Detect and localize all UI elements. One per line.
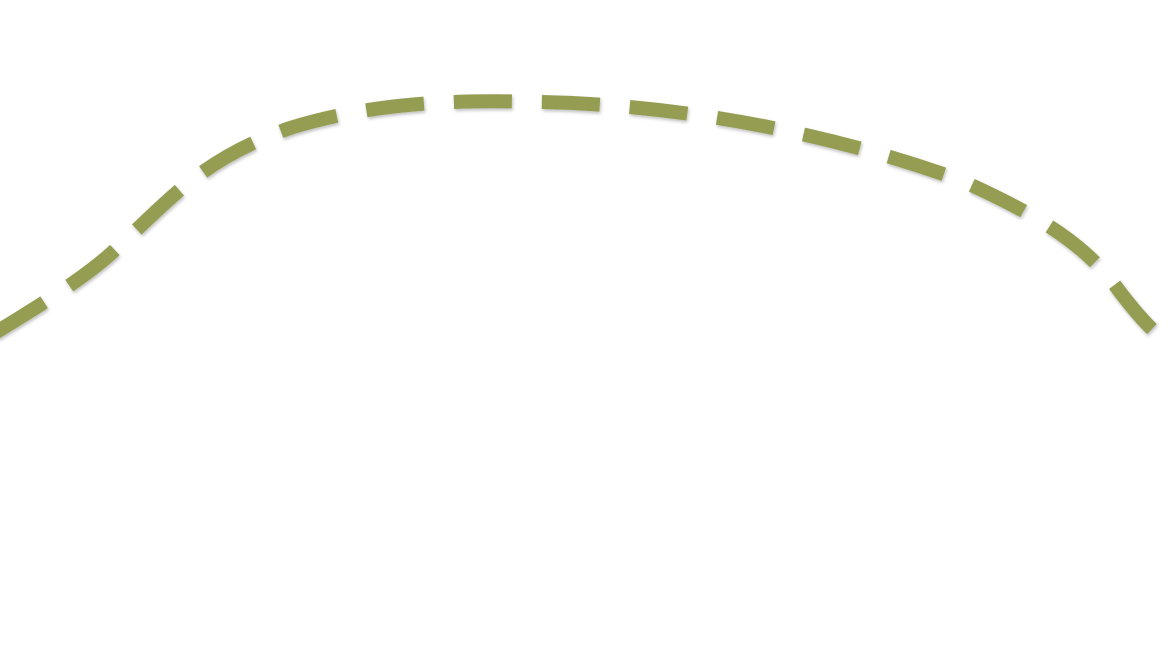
dashed-curve [0,94,1167,344]
